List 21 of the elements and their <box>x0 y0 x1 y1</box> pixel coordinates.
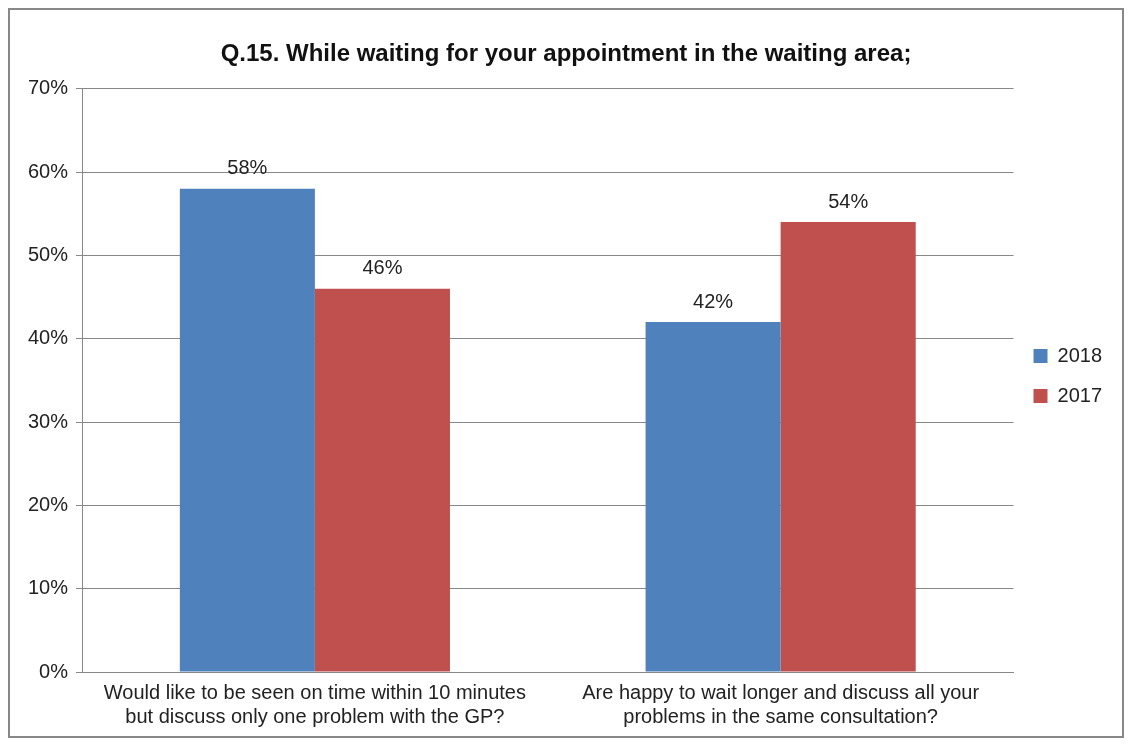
chart-title: Q.15. While waiting for your appointment in the waiting area; <box>220 39 912 67</box>
x-tick-label: Are happy to wait longer and discuss all your problems in the same consultation? <box>582 680 980 727</box>
y-tick-label: 10% <box>28 576 69 599</box>
data-label: 58% <box>227 156 268 179</box>
bar <box>179 188 315 672</box>
x-tick-label: Would like to be seen on time within 10 minutes but discuss only one problem with the GP? <box>103 680 526 727</box>
legend-label: 2018 <box>1057 343 1103 366</box>
data-label: 42% <box>693 289 734 312</box>
y-tick-label: 50% <box>28 242 69 265</box>
y-tick-label: 0% <box>39 659 69 682</box>
y-tick-label: 60% <box>28 159 69 182</box>
bar <box>645 322 781 672</box>
bar <box>314 288 450 672</box>
y-tick-label: 40% <box>28 326 69 349</box>
data-label: 54% <box>828 189 869 212</box>
data-label: 46% <box>362 256 403 279</box>
y-tick-label: 70% <box>28 76 69 99</box>
bar <box>780 222 916 672</box>
legend-label: 2017 <box>1057 383 1103 406</box>
y-tick-label: 30% <box>28 409 69 432</box>
y-tick-label: 20% <box>28 492 69 515</box>
